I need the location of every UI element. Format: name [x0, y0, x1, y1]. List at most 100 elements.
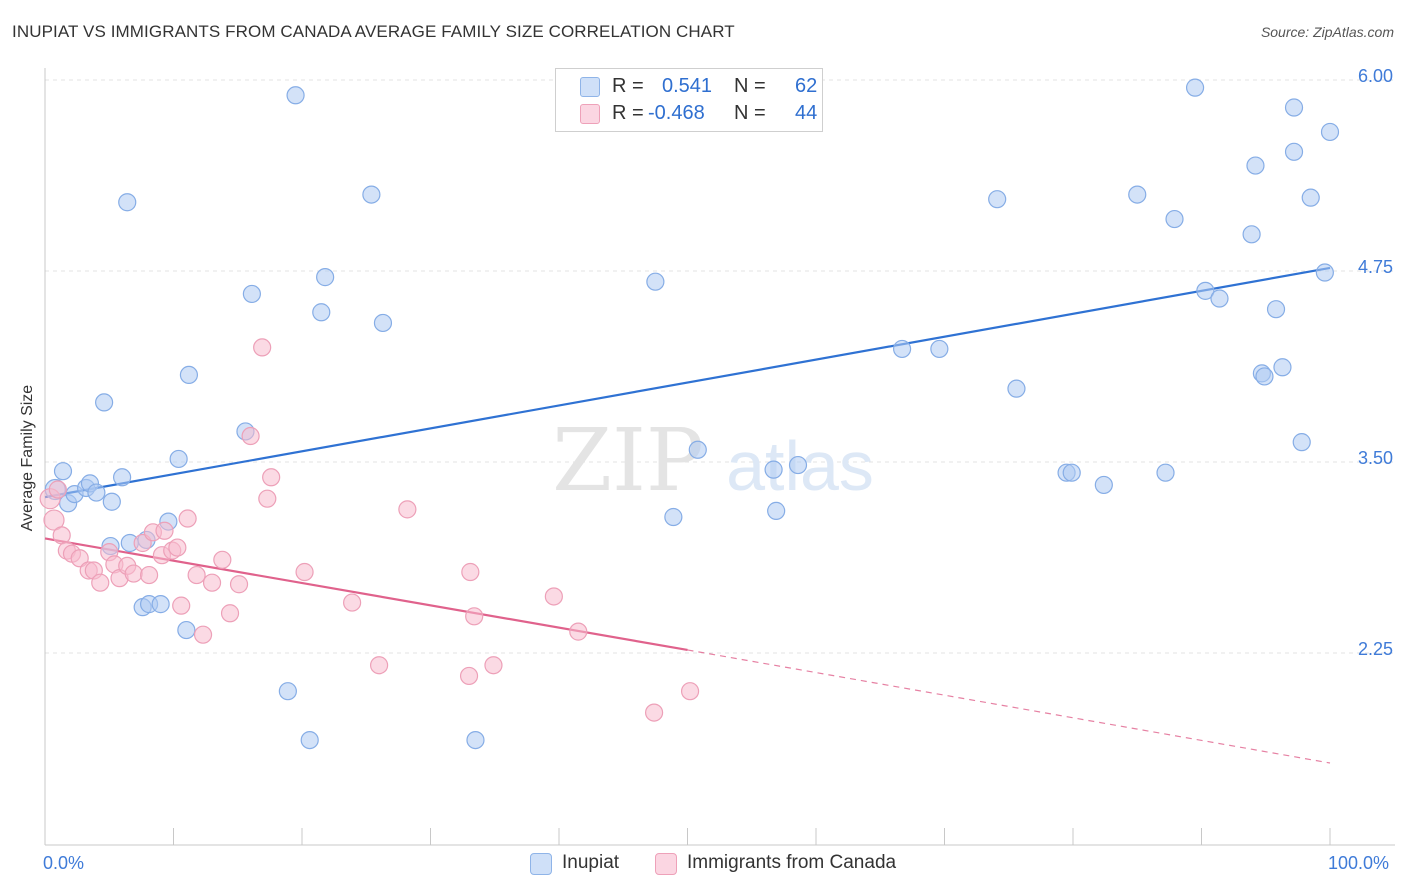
- series-legend: Inupiat Immigrants from Canada: [0, 852, 1406, 878]
- inupiat-trend-line: [44, 266, 1331, 499]
- inupiat-point: [316, 268, 335, 287]
- inupiat-point: [177, 620, 196, 640]
- y-tick-labels: 2.25 3.50 4.75 6.00: [1358, 66, 1393, 659]
- legend-r-label: R =: [612, 75, 644, 97]
- inupiat-point: [1255, 367, 1274, 386]
- canada-point: [91, 573, 110, 592]
- canada-point: [155, 521, 174, 540]
- inupiat-point: [1196, 281, 1215, 300]
- inupiat-point: [1292, 433, 1311, 452]
- inupiat-point: [1165, 209, 1184, 229]
- inupiat-point: [112, 468, 132, 487]
- x-tick-label-max: 100.0%: [1328, 853, 1390, 873]
- inupiat-point: [1284, 98, 1304, 117]
- inupiat-point: [242, 284, 261, 304]
- canada-trend-extension: [687, 649, 1331, 764]
- canada-point: [241, 426, 260, 446]
- inupiat-point: [1185, 78, 1205, 97]
- canada-point: [370, 656, 389, 675]
- canada-point: [48, 480, 67, 499]
- series-swatch-canada: [655, 853, 677, 875]
- inupiat-point: [688, 440, 707, 459]
- legend-swatch-inupiat: [580, 77, 600, 97]
- y-tick-label: 3.50: [1358, 448, 1393, 468]
- watermark-zip: ZIP: [552, 411, 704, 511]
- legend-n-value: 44: [795, 102, 818, 124]
- inupiat-point: [1062, 463, 1081, 482]
- canada-point: [461, 562, 480, 582]
- inupiat-point: [930, 339, 949, 359]
- canada-point: [178, 509, 197, 528]
- series-swatch-inupiat: [530, 853, 552, 875]
- chart-title: INUPIAT VS IMMIGRANTS FROM CANADA AVERAG…: [12, 22, 735, 41]
- canada-point: [52, 526, 71, 545]
- inupiat-point: [312, 303, 331, 322]
- canada-point: [465, 607, 484, 626]
- canada-point: [43, 509, 65, 531]
- canada-point: [295, 562, 314, 582]
- y-tick-label: 6.00: [1358, 66, 1393, 86]
- inupiat-point: [1320, 122, 1340, 142]
- canada-point: [139, 565, 159, 585]
- inupiat-point: [1242, 225, 1261, 244]
- data-points: [39, 78, 1340, 750]
- inupiat-point: [278, 682, 297, 701]
- inupiat-point: [1284, 142, 1304, 161]
- inupiat-point: [1210, 289, 1229, 308]
- source-label: Source: ZipAtlas.com: [1260, 24, 1394, 40]
- inupiat-point: [151, 595, 170, 614]
- legend-n-value: 62: [795, 75, 818, 97]
- inupiat-point: [646, 272, 665, 291]
- canada-point: [70, 549, 89, 568]
- legend-r-value: 0.541: [662, 75, 713, 97]
- inupiat-point: [988, 190, 1007, 209]
- inupiat-point: [1266, 300, 1286, 319]
- axes: [44, 68, 1395, 846]
- canada-point: [544, 587, 563, 606]
- stats-legend: R = 0.541 N = 62 R = -0.468 N = 44: [555, 68, 823, 132]
- legend-r-value: -0.468: [648, 102, 705, 124]
- inupiat-point: [286, 86, 305, 105]
- inupiat-point: [1315, 263, 1334, 282]
- canada-point: [258, 489, 277, 508]
- canada-point: [172, 596, 191, 615]
- canada-point: [193, 625, 213, 644]
- inupiat-point: [53, 462, 73, 481]
- canada-point: [168, 538, 187, 557]
- inupiat-point: [767, 501, 786, 520]
- inupiat-point: [373, 313, 393, 333]
- inupiat-point: [788, 455, 808, 475]
- inupiat-point: [1301, 188, 1320, 207]
- inupiat-point: [1246, 156, 1265, 175]
- inupiat-point: [169, 449, 188, 469]
- inupiat-point: [1007, 379, 1026, 398]
- series-label-inupiat: Inupiat: [562, 852, 620, 873]
- legend-n-label: N =: [734, 102, 766, 124]
- x-tick-label-min: 0.0%: [43, 853, 85, 873]
- inupiat-point: [300, 730, 319, 750]
- inupiat-point: [1128, 185, 1147, 204]
- series-label-canada: Immigrants from Canada: [687, 852, 897, 873]
- inupiat-point: [1273, 358, 1292, 377]
- canada-point: [484, 656, 503, 675]
- inupiat-point: [95, 393, 114, 412]
- canada-point: [124, 564, 143, 583]
- legend-swatch-canada: [580, 104, 600, 124]
- legend-n-label: N =: [734, 75, 766, 97]
- canada-point: [220, 604, 240, 623]
- legend-r-label: R =: [612, 102, 644, 124]
- inupiat-point: [1156, 463, 1175, 482]
- inupiat-point: [179, 365, 199, 385]
- grid-lines: [45, 79, 1395, 654]
- canada-point: [187, 565, 206, 585]
- watermark: ZIP atlas: [552, 411, 874, 511]
- canada-point: [253, 338, 272, 357]
- canada-point: [262, 468, 281, 487]
- canada-point: [213, 550, 232, 569]
- inupiat-point: [118, 193, 137, 212]
- inupiat-point: [466, 730, 485, 750]
- canada-point: [343, 593, 362, 612]
- canada-point: [569, 622, 588, 641]
- inupiat-point: [102, 492, 121, 511]
